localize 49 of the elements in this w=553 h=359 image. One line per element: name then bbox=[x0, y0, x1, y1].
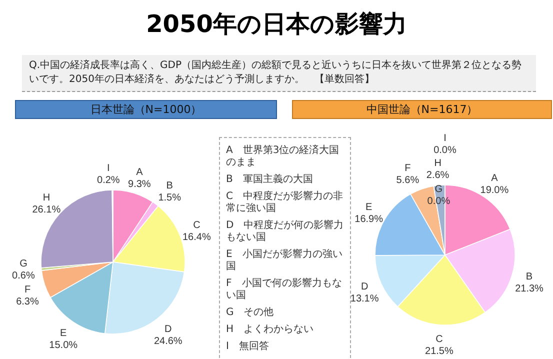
data-label: 0.6% bbox=[12, 270, 35, 282]
slice-label: F bbox=[24, 284, 31, 296]
text: 0.0% bbox=[434, 145, 456, 156]
slice-label: C bbox=[193, 220, 200, 231]
slice-label: B bbox=[526, 271, 533, 282]
slice-label: A bbox=[491, 173, 498, 184]
text: F 小国で何の影響力もない国 bbox=[226, 278, 343, 302]
data-label: 24.6% bbox=[154, 336, 182, 348]
data-label: 2.6% bbox=[426, 170, 450, 182]
data-label: 16.4% bbox=[182, 232, 211, 243]
slice-label: H bbox=[42, 192, 50, 204]
text: 2050年の日本の影響力 bbox=[145, 9, 408, 40]
data-label: 0.2% bbox=[97, 175, 120, 186]
data-label: 19.0% bbox=[480, 185, 509, 196]
data-label: 5.6% bbox=[396, 175, 420, 186]
text: Q.中国の経済成長率は高く、GDP（国内総生産）の総額で見ると近いうちに日本を抜いて世界第２位となる勢いです。2050年の日本経済を、あなたはどう予測しますか。 【単数回答】 bbox=[22, 55, 536, 92]
text: C 中程度だが影響力の非常に強い国 bbox=[226, 191, 344, 215]
data-label: 6.3% bbox=[16, 296, 39, 308]
chart-title: 日本世論（N=1000） bbox=[15, 100, 277, 119]
data-label: 21.3% bbox=[515, 283, 544, 294]
data-label: 13.1% bbox=[350, 294, 379, 305]
text: 0.0% bbox=[427, 196, 450, 208]
data-label: 9.3% bbox=[128, 178, 151, 190]
slice-label: D bbox=[164, 324, 172, 336]
slice-label: C bbox=[436, 334, 443, 345]
category-label: G bbox=[434, 184, 443, 196]
text: H よくわからない bbox=[226, 324, 315, 336]
text: A 世界第3位の経済大国のまま bbox=[226, 145, 340, 169]
slice-label: F bbox=[404, 163, 411, 174]
data-label: 26.1% bbox=[32, 204, 61, 216]
text: D 中程度だが何の影響力もない国 bbox=[226, 220, 344, 244]
data-label: 16.9% bbox=[354, 214, 384, 225]
text: B 軍国主義の大国 bbox=[226, 174, 314, 186]
data-label: 21.5% bbox=[425, 346, 454, 357]
slice-label: D bbox=[360, 282, 368, 293]
category-label: I bbox=[444, 133, 446, 144]
slice-label: A bbox=[136, 166, 144, 178]
data-label: 15.0% bbox=[49, 340, 78, 352]
chart-title: 中国世論（N=1617） bbox=[292, 100, 552, 119]
text: E 小国だが影響力の強い国 bbox=[226, 249, 344, 273]
slice-label: E bbox=[366, 202, 372, 213]
slice-label: B bbox=[166, 180, 174, 192]
text: I 無回答 bbox=[226, 341, 270, 353]
slice-label: H bbox=[434, 158, 442, 170]
slice-label: E bbox=[60, 328, 68, 340]
data-label: 1.5% bbox=[158, 192, 182, 204]
text: G その他 bbox=[226, 307, 275, 319]
slice-label: I bbox=[107, 163, 110, 174]
slice-label: G bbox=[20, 258, 28, 270]
